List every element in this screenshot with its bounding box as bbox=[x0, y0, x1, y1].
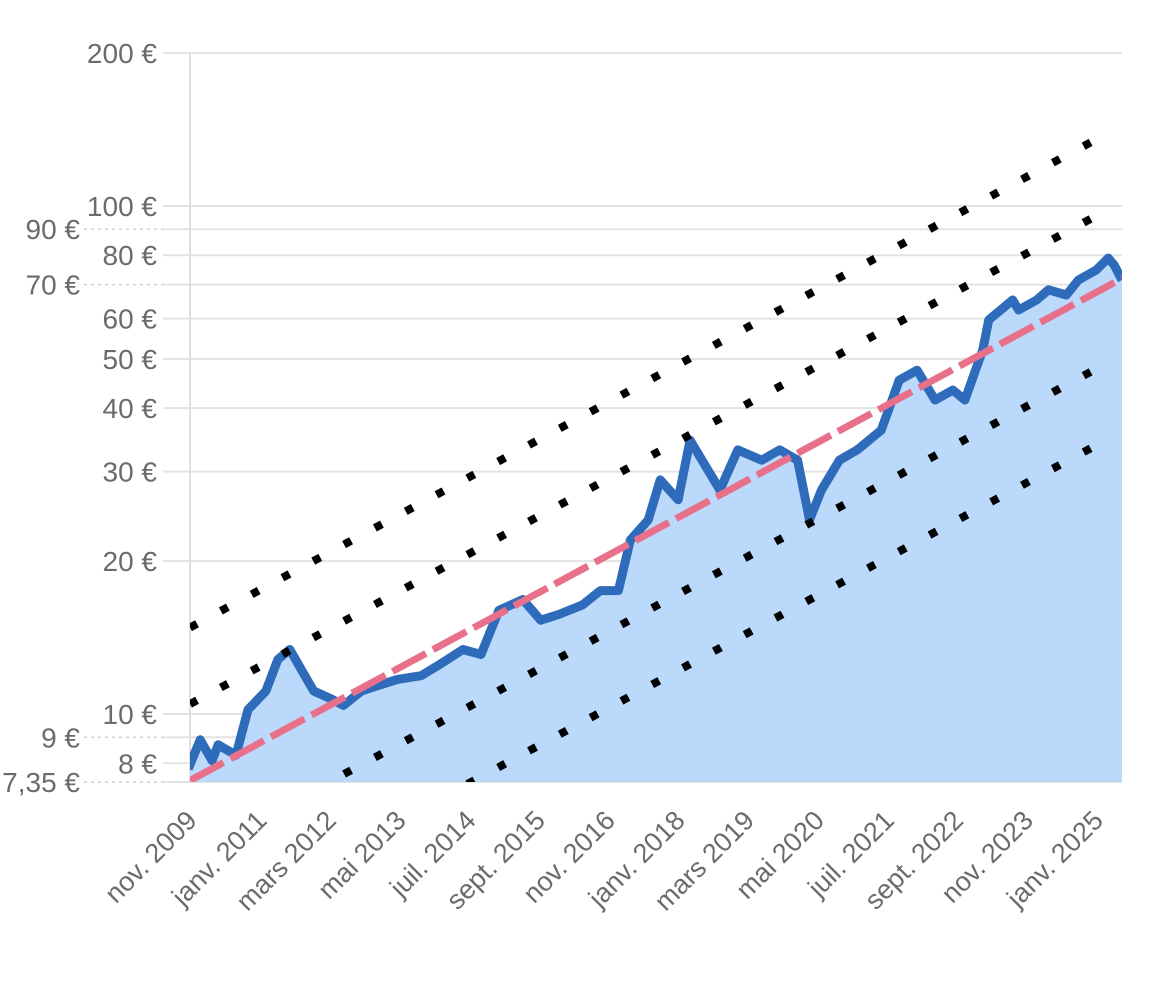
trend-dashed-line bbox=[190, 275, 1122, 782]
y-tick-label: 70 € bbox=[26, 270, 81, 301]
y-tick-label: 30 € bbox=[103, 457, 158, 488]
price-line bbox=[190, 253, 1122, 771]
y-tick-label: 10 € bbox=[103, 699, 158, 730]
y-tick-label: 100 € bbox=[87, 191, 157, 222]
y-tick-label: 20 € bbox=[103, 546, 158, 577]
price-area-fill bbox=[190, 258, 1122, 782]
y-tick-label: 8 € bbox=[118, 748, 157, 779]
y-axis-labels: 200 € 100 €90 € 80 € 70 € 60 € 50 € 40 € 30 € 20… bbox=[2, 38, 157, 798]
y-tick-label: 200 € bbox=[87, 38, 157, 69]
y-tick-label: 80 € bbox=[103, 240, 158, 271]
y-tick-label: 40 € bbox=[103, 393, 158, 424]
y-tick-label: 90 € bbox=[26, 214, 81, 245]
price-series bbox=[190, 253, 1122, 782]
trend-line bbox=[190, 275, 1122, 782]
y-tick-label: 60 € bbox=[103, 304, 158, 335]
y-tick-label: 9 € bbox=[41, 722, 80, 753]
y-tick-label: 50 € bbox=[103, 344, 158, 375]
y-tick-label: 7,35 € bbox=[2, 767, 80, 798]
